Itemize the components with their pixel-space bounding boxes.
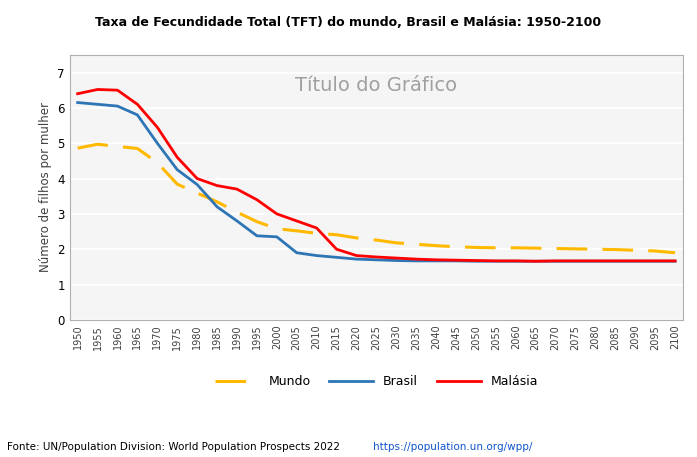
- Y-axis label: Número de filhos por mulher: Número de filhos por mulher: [39, 102, 52, 272]
- Text: Título do Gráfico: Título do Gráfico: [296, 76, 457, 95]
- Text: Fonte: UN/Population Division: World Population Prospects 2022: Fonte: UN/Population Division: World Pop…: [7, 441, 343, 452]
- Legend: Mundo, Brasil, Malásia: Mundo, Brasil, Malásia: [210, 370, 543, 393]
- Text: https://population.un.org/wpp/: https://population.un.org/wpp/: [373, 441, 533, 452]
- Text: Taxa de Fecundidade Total (TFT) do mundo, Brasil e Malásia: 1950-2100: Taxa de Fecundidade Total (TFT) do mundo…: [95, 16, 602, 29]
